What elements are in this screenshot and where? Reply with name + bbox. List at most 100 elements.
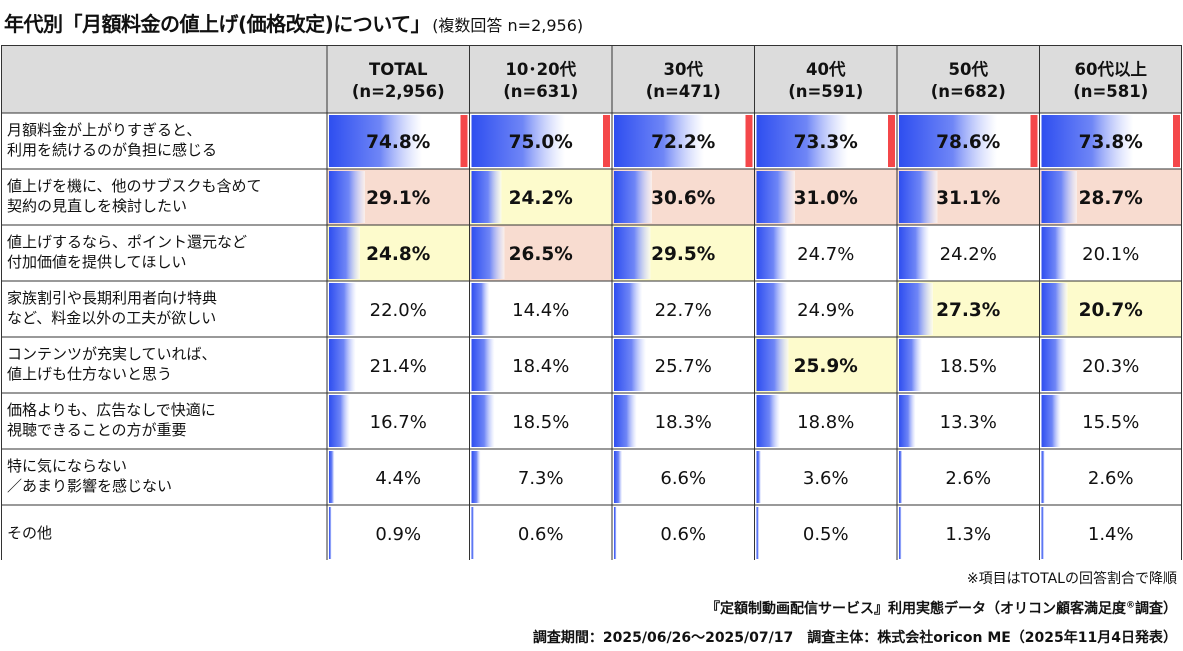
value-label: 28.7%	[1079, 188, 1143, 209]
bar	[1041, 115, 1134, 167]
value-label: 0.9%	[375, 524, 421, 545]
bar	[756, 227, 788, 279]
bar	[756, 115, 848, 167]
row-label-line: 家族割引や長期利用者向け特典	[7, 289, 217, 307]
value-label: 29.1%	[366, 188, 430, 209]
rank1-marker	[1030, 115, 1038, 167]
value-label: 24.8%	[366, 244, 430, 265]
bar	[329, 339, 356, 391]
column-header-label: 40代	[806, 60, 846, 79]
value-label: 24.2%	[509, 188, 573, 209]
bar	[471, 339, 495, 391]
bar	[471, 227, 505, 279]
rank1-marker	[460, 115, 468, 167]
value-label: 18.5%	[512, 412, 569, 433]
bar	[1041, 339, 1067, 391]
column-header-n: (n=682)	[931, 82, 1006, 101]
column-header-n: (n=2,956)	[352, 82, 445, 101]
bar	[899, 227, 930, 279]
rank1-marker	[888, 115, 895, 167]
value-label: 75.0%	[509, 132, 573, 153]
value-label: 14.4%	[512, 300, 569, 321]
value-label: 26.5%	[509, 244, 573, 265]
chart-title: 年代別「月額料金の値上げ(価格改定)について」 (複数回答 n=2,956)	[4, 8, 583, 38]
bar	[329, 283, 357, 335]
bar	[899, 395, 916, 447]
value-label: 21.4%	[370, 356, 427, 377]
value-label: 6.6%	[660, 468, 706, 489]
value-label: 3.6%	[803, 468, 849, 489]
bar	[1041, 395, 1061, 447]
column-header-n: (n=471)	[646, 82, 721, 101]
column-header-label: 30代	[664, 60, 704, 79]
bar	[614, 451, 623, 503]
value-label: 73.8%	[1079, 132, 1143, 153]
value-label: 0.6%	[660, 524, 706, 545]
value-label: 24.9%	[797, 300, 854, 321]
value-label: 31.1%	[936, 188, 1000, 209]
row-label-line: 値上げするなら、ポイント還元など	[7, 233, 247, 251]
value-label: 20.7%	[1079, 300, 1143, 321]
value-label: 25.7%	[655, 356, 712, 377]
footnote-source: 『定額制動画配信サービス』利用実態データ（オリコン顧客満足度®調査）	[706, 598, 1177, 618]
value-label: 1.4%	[1088, 524, 1134, 545]
bar	[899, 507, 902, 559]
row-label-line: コンテンツが充実していれば、	[7, 345, 217, 363]
data-table: TOTAL (n=2,956) 10･20代 (n=631) 30代 (n=471) 40代…	[1, 45, 1182, 560]
bar	[899, 451, 903, 503]
value-label: 2.6%	[945, 468, 991, 489]
bar	[1041, 171, 1078, 223]
rank1-marker	[745, 115, 753, 167]
value-label: 20.3%	[1082, 356, 1139, 377]
bar	[471, 507, 474, 559]
value-label: 78.6%	[936, 132, 1000, 153]
bar	[614, 283, 643, 335]
value-label: 22.0%	[370, 300, 427, 321]
bar	[329, 395, 350, 447]
value-label: 1.3%	[945, 524, 991, 545]
bar	[1041, 507, 1044, 559]
bar	[899, 339, 923, 391]
bar	[329, 451, 335, 503]
rank1-marker	[603, 115, 610, 167]
footnote-period: 調査期間：2025/06/26～2025/07/17 調査主体：株式会社oric…	[532, 630, 1177, 646]
bar	[756, 451, 761, 503]
bar	[329, 171, 366, 223]
column-header-label: 50代	[949, 60, 989, 79]
value-label: 20.1%	[1082, 244, 1139, 265]
registered-mark: ®	[1126, 600, 1135, 611]
value-label: 18.5%	[940, 356, 997, 377]
row-label-line: 特に気にならない	[7, 457, 127, 475]
column-header-n: (n=631)	[503, 82, 578, 101]
value-label: 4.4%	[375, 468, 421, 489]
bar	[899, 115, 997, 167]
bar	[1041, 227, 1067, 279]
value-label: 18.8%	[797, 412, 854, 433]
bar	[329, 227, 360, 279]
bar	[614, 507, 617, 559]
header-background	[1, 45, 1182, 113]
value-label: 16.7%	[370, 412, 427, 433]
row-label-line: ／あまり影響を感じない	[7, 477, 172, 495]
rank1-marker	[1173, 115, 1180, 167]
row-label-line: 月額料金が上がりすぎると、	[7, 121, 201, 139]
column-header-label: TOTAL	[369, 60, 428, 79]
value-label: 13.3%	[940, 412, 997, 433]
row-label-line: 値上げを機に、他のサブスクも含めて	[7, 177, 262, 195]
bar	[899, 283, 933, 335]
bar	[756, 171, 796, 223]
bar	[329, 507, 332, 559]
value-label: 30.6%	[651, 188, 715, 209]
bar	[614, 339, 646, 391]
bar	[471, 115, 565, 167]
title-main: 年代別「月額料金の値上げ(価格改定)について」	[4, 12, 431, 36]
source-text-post: 調査）	[1135, 601, 1177, 617]
bar	[756, 507, 759, 559]
value-label: 2.6%	[1088, 468, 1134, 489]
row-label-line: 価格よりも、広告なしで快適に	[7, 401, 216, 419]
bar	[471, 171, 502, 223]
value-label: 22.7%	[655, 300, 712, 321]
bar	[1041, 451, 1045, 503]
row-label-line: 値上げも仕方ないと思う	[7, 365, 172, 383]
bar	[614, 395, 637, 447]
